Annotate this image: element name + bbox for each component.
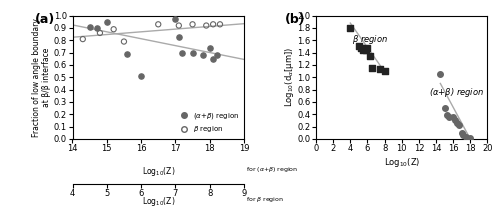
- Point: [120, 40, 128, 43]
- Point: [79, 37, 87, 41]
- Point: [458, 131, 466, 134]
- Point: [440, 106, 448, 110]
- Point: [209, 57, 217, 60]
- X-axis label: Log$_{10}$(Z): Log$_{10}$(Z): [384, 156, 420, 169]
- Point: [92, 26, 100, 30]
- Point: [359, 48, 367, 51]
- Point: [172, 17, 179, 21]
- Point: [366, 54, 374, 58]
- Point: [96, 31, 104, 35]
- Text: ($\alpha$+$\beta$) region: ($\alpha$+$\beta$) region: [429, 86, 484, 99]
- Point: [445, 116, 453, 119]
- Point: [86, 25, 94, 28]
- Point: [368, 66, 376, 70]
- Point: [103, 20, 111, 24]
- Text: (a): (a): [35, 13, 55, 26]
- Point: [178, 51, 186, 54]
- Point: [188, 51, 196, 54]
- Point: [454, 122, 462, 125]
- Text: for ($\alpha$+$\beta$) region: for ($\alpha$+$\beta$) region: [246, 165, 298, 174]
- Point: [154, 22, 162, 26]
- Point: [346, 26, 354, 30]
- Text: (b): (b): [285, 13, 306, 26]
- Point: [376, 67, 384, 71]
- Point: [175, 35, 183, 38]
- Point: [188, 22, 196, 26]
- Point: [466, 136, 474, 139]
- Point: [380, 69, 388, 73]
- Y-axis label: Fraction of low angle boundary
at β/β interface: Fraction of low angle boundary at β/β in…: [32, 18, 51, 137]
- Point: [209, 22, 217, 26]
- Y-axis label: Log$_{10}$(d$_\alpha$[μm]): Log$_{10}$(d$_\alpha$[μm]): [283, 47, 296, 108]
- Point: [362, 48, 370, 51]
- Point: [462, 135, 470, 139]
- Point: [356, 47, 364, 50]
- Point: [175, 24, 183, 27]
- Point: [451, 118, 459, 122]
- Point: [206, 46, 214, 50]
- Legend: ($\alpha$+$\beta$) region, $\beta$ region: ($\alpha$+$\beta$) region, $\beta$ regio…: [176, 110, 240, 135]
- Text: for $\beta$ region: for $\beta$ region: [246, 195, 284, 204]
- Point: [436, 72, 444, 76]
- Point: [460, 133, 468, 136]
- Point: [355, 45, 363, 48]
- Point: [212, 53, 220, 57]
- Point: [455, 123, 463, 127]
- Point: [137, 74, 145, 78]
- Point: [364, 47, 372, 50]
- Point: [110, 27, 118, 31]
- Point: [124, 52, 132, 56]
- Point: [199, 53, 207, 57]
- Point: [216, 22, 224, 26]
- Text: $\beta$ region: $\beta$ region: [352, 32, 388, 45]
- Text: Log$_{10}$(Z): Log$_{10}$(Z): [142, 195, 175, 208]
- Text: Log$_{10}$(Z): Log$_{10}$(Z): [142, 165, 175, 178]
- Point: [449, 116, 457, 119]
- Point: [202, 24, 210, 27]
- Point: [443, 114, 451, 117]
